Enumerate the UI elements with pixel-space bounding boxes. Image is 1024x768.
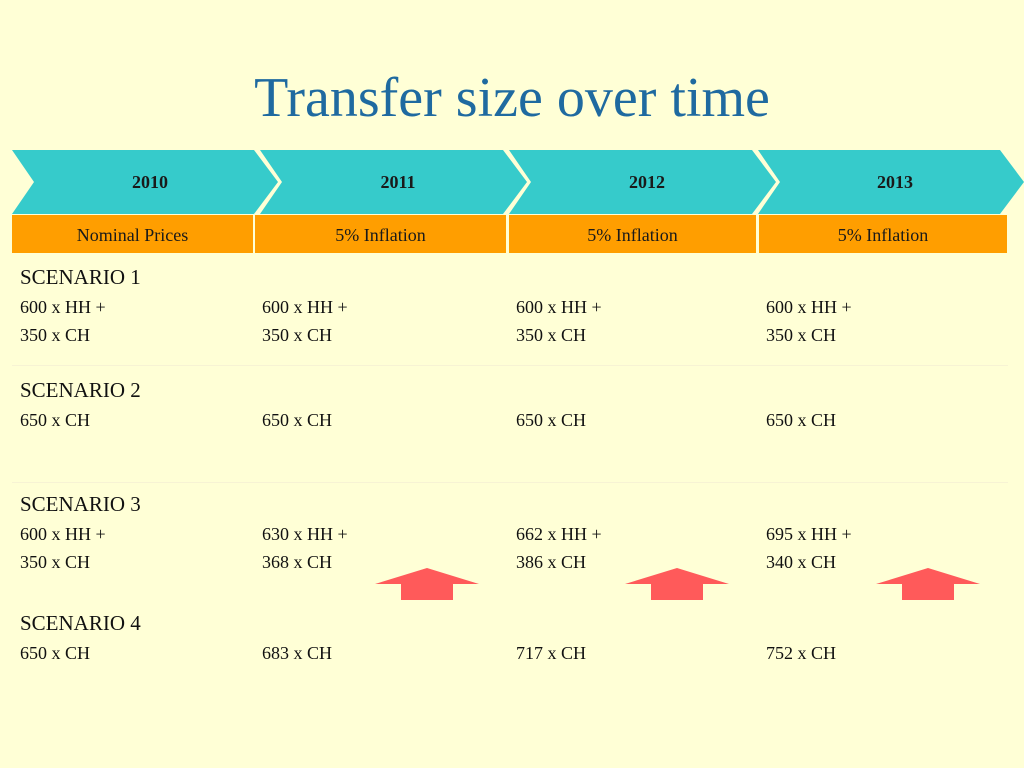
cell-value: 650 x CH <box>262 410 333 430</box>
cell-value: 600 x HH + <box>516 297 602 317</box>
cell-value: 662 x HH + <box>516 524 602 544</box>
chevron-2013 <box>758 150 1024 214</box>
cell-value: 695 x HH + <box>766 524 852 544</box>
cell-value: 650 x CH <box>20 643 91 663</box>
row-divider <box>12 482 1008 483</box>
scenario-label: SCENARIO 1 <box>20 265 141 289</box>
up-arrow-icon <box>625 568 729 600</box>
cell-value: 350 x CH <box>766 325 837 345</box>
row-divider <box>12 365 1008 366</box>
cell-value: 600 x HH + <box>766 297 852 317</box>
scenario-label: SCENARIO 3 <box>20 492 141 516</box>
cell-value: 350 x CH <box>20 552 91 572</box>
price-basis-2010: Nominal Prices <box>12 215 253 253</box>
cell-value: 650 x CH <box>20 410 91 430</box>
year-label-2012: 2012 <box>629 172 665 192</box>
up-arrow-icon <box>876 568 980 600</box>
cell-value: 600 x HH + <box>20 297 106 317</box>
slide-title: Transfer size over time <box>254 67 770 129</box>
year-label-2010: 2010 <box>132 172 168 192</box>
cell-value: 717 x CH <box>516 643 587 663</box>
year-chevron-bar <box>12 150 1024 214</box>
year-label-2011: 2011 <box>380 172 416 192</box>
cell-value: 683 x CH <box>262 643 333 663</box>
cell-value: 600 x HH + <box>20 524 106 544</box>
scenario-label: SCENARIO 2 <box>20 378 141 402</box>
cell-value: 350 x CH <box>20 325 91 345</box>
cell-value: 350 x CH <box>516 325 587 345</box>
cell-value: 650 x CH <box>516 410 587 430</box>
chevron-2011 <box>260 150 527 214</box>
price-basis-2011: 5% Inflation <box>255 215 506 253</box>
cell-value: 752 x CH <box>766 643 837 663</box>
cell-value: 368 x CH <box>262 552 333 572</box>
year-label-2013: 2013 <box>877 172 913 192</box>
cell-value: 600 x HH + <box>262 297 348 317</box>
price-basis-2013: 5% Inflation <box>759 215 1007 253</box>
cell-value: 350 x CH <box>262 325 333 345</box>
cell-value: 650 x CH <box>766 410 837 430</box>
up-arrow-icon <box>375 568 479 600</box>
chevron-2012 <box>509 150 776 214</box>
scenario-label: SCENARIO 4 <box>20 611 141 635</box>
chevron-2010 <box>12 150 278 214</box>
cell-value: 630 x HH + <box>262 524 348 544</box>
price-basis-2012: 5% Inflation <box>509 215 756 253</box>
cell-value: 340 x CH <box>766 552 837 572</box>
cell-value: 386 x CH <box>516 552 587 572</box>
